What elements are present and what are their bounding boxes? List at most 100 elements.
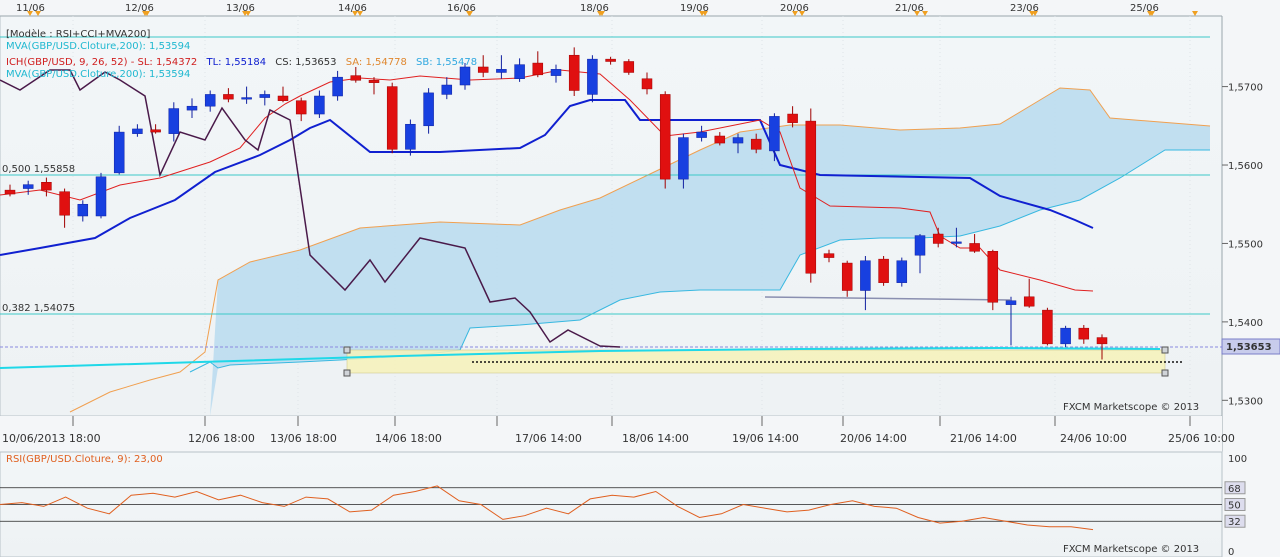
candle[interactable] [77, 203, 89, 217]
candle[interactable] [1005, 300, 1017, 305]
session-marker-icon [27, 11, 33, 16]
candle[interactable] [641, 78, 653, 90]
candle[interactable] [223, 94, 234, 100]
top-axis-label: 18/06 [580, 3, 609, 14]
session-marker-icon [1032, 11, 1038, 16]
candle[interactable] [969, 243, 980, 252]
candle[interactable] [113, 131, 125, 174]
y-tick-label: 1,5500 [1228, 239, 1263, 250]
candle[interactable] [168, 108, 180, 134]
candle[interactable] [332, 76, 343, 97]
candle[interactable] [350, 75, 362, 81]
session-marker-icon [702, 11, 708, 16]
candle[interactable] [477, 66, 489, 73]
candle[interactable] [932, 233, 944, 244]
candle[interactable] [550, 69, 562, 76]
rsi-level-label: 68 [1228, 484, 1241, 495]
ichimoku-label: ICH(GBP/USD, 9, 26, 52) - SL: 1,54372 TL… [6, 57, 477, 68]
candle[interactable] [423, 92, 434, 127]
candle[interactable] [1023, 296, 1035, 307]
candle[interactable] [914, 235, 926, 256]
mva200-line [0, 346, 1161, 369]
session-marker-icon [1192, 11, 1198, 16]
candle[interactable] [132, 128, 143, 134]
candle[interactable] [1078, 327, 1090, 340]
candle[interactable] [277, 95, 289, 101]
session-marker-icon [597, 11, 603, 16]
candle[interactable] [41, 182, 52, 191]
candle[interactable] [1042, 309, 1053, 345]
candle[interactable] [841, 262, 853, 291]
candle[interactable] [896, 260, 908, 283]
candle[interactable] [732, 137, 744, 144]
candle[interactable] [987, 251, 999, 303]
candle[interactable] [696, 131, 707, 138]
candle[interactable] [769, 116, 780, 152]
candle[interactable] [59, 191, 70, 216]
gray-level-line [764, 296, 1011, 301]
current-price-label: 1,53653 [1226, 342, 1272, 353]
candle[interactable] [514, 64, 525, 79]
candle[interactable] [951, 241, 962, 244]
candle[interactable] [568, 54, 580, 91]
top-axis-label: 19/06 [680, 3, 709, 14]
candle[interactable] [259, 94, 271, 98]
candle[interactable] [150, 129, 161, 133]
candle[interactable] [295, 100, 307, 115]
top-axis-label: 23/06 [1010, 3, 1039, 14]
candle[interactable] [714, 135, 726, 144]
session-marker-icon [792, 11, 798, 16]
candle[interactable] [1060, 327, 1071, 345]
candle[interactable] [386, 86, 398, 150]
candle[interactable] [204, 94, 216, 107]
y-tick-label: 1,5700 [1228, 83, 1263, 94]
ichimoku-cloud [210, 88, 1210, 416]
candle[interactable] [441, 84, 453, 95]
top-axis-label: 25/06 [1130, 3, 1159, 14]
candle[interactable] [860, 260, 871, 291]
candle[interactable] [787, 113, 798, 123]
candle[interactable] [605, 58, 616, 62]
session-marker-icon [35, 11, 41, 16]
bottom-axis-label: 21/06 14:00 [950, 432, 1017, 445]
y-tick-label: 1,5400 [1228, 318, 1263, 329]
candle[interactable] [532, 62, 544, 76]
session-marker-icon [914, 11, 920, 16]
chikou-span [0, 69, 621, 348]
candle[interactable] [4, 189, 16, 195]
session-marker-icon [922, 11, 928, 16]
session-marker-icon [1147, 11, 1153, 16]
candle[interactable] [459, 66, 471, 86]
candle[interactable] [659, 94, 671, 180]
y-tick-label: 1,5300 [1228, 396, 1263, 407]
candle[interactable] [1096, 337, 1108, 345]
candle[interactable] [750, 138, 762, 150]
bottom-axis-label: 12/06 18:00 [188, 432, 255, 445]
candle[interactable] [805, 120, 817, 274]
candle[interactable] [241, 97, 252, 100]
candle[interactable] [22, 184, 34, 189]
candle[interactable] [314, 95, 325, 115]
candle[interactable] [623, 61, 635, 73]
candle[interactable] [878, 258, 889, 283]
candle[interactable] [496, 69, 507, 73]
mva200-label-bottom: MVA(GBP/USD.Cloture,200): 1,53594 [6, 69, 190, 80]
y-tick-label: 1,5600 [1228, 161, 1263, 172]
session-marker-icon [352, 11, 358, 16]
watermark-main: FXCM Marketscope © 2013 [1063, 402, 1199, 413]
candle[interactable] [405, 123, 416, 150]
bottom-axis-label: 20/06 14:00 [840, 432, 907, 445]
mva200-label-top: MVA(GBP/USD.Cloture,200): 1,53594 [6, 41, 190, 52]
candle[interactable] [587, 58, 598, 95]
candle[interactable] [368, 80, 380, 83]
candle[interactable] [678, 137, 689, 180]
candle[interactable] [186, 105, 198, 111]
candle[interactable] [823, 253, 835, 258]
rsi-level-label: 50 [1228, 501, 1241, 512]
top-axis-label: 14/06 [338, 3, 367, 14]
rsi-level-label: 100 [1228, 454, 1247, 465]
bottom-axis-label: 25/06 10:00 [1168, 432, 1235, 445]
session-marker-icon [142, 11, 148, 16]
candle[interactable] [95, 176, 107, 217]
